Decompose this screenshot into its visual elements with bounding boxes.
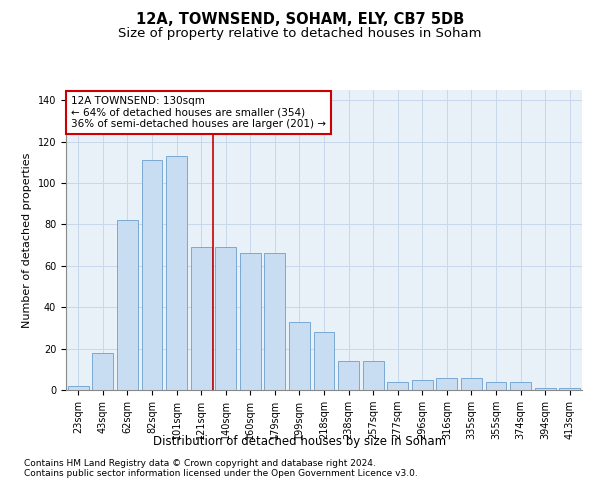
Bar [387,382,408,390]
Bar [412,380,433,390]
Bar [289,322,310,390]
Bar [535,388,556,390]
Bar [68,386,89,390]
Text: 12A TOWNSEND: 130sqm
← 64% of detached houses are smaller (354)
36% of semi-deta: 12A TOWNSEND: 130sqm ← 64% of detached h… [71,96,326,129]
Bar [166,156,187,390]
Bar [215,247,236,390]
Bar [485,382,506,390]
Bar [191,247,212,390]
Bar [265,254,286,390]
Bar [117,220,138,390]
Text: Size of property relative to detached houses in Soham: Size of property relative to detached ho… [118,28,482,40]
Bar [314,332,334,390]
Bar [92,353,113,390]
Text: Contains HM Land Registry data © Crown copyright and database right 2024.: Contains HM Land Registry data © Crown c… [24,458,376,468]
Text: Distribution of detached houses by size in Soham: Distribution of detached houses by size … [154,435,446,448]
Bar [436,378,457,390]
Bar [240,254,261,390]
Bar [142,160,163,390]
Text: Contains public sector information licensed under the Open Government Licence v3: Contains public sector information licen… [24,468,418,477]
Bar [510,382,531,390]
Bar [338,361,359,390]
Y-axis label: Number of detached properties: Number of detached properties [22,152,32,328]
Bar [559,388,580,390]
Bar [461,378,482,390]
Bar [362,361,383,390]
Text: 12A, TOWNSEND, SOHAM, ELY, CB7 5DB: 12A, TOWNSEND, SOHAM, ELY, CB7 5DB [136,12,464,28]
